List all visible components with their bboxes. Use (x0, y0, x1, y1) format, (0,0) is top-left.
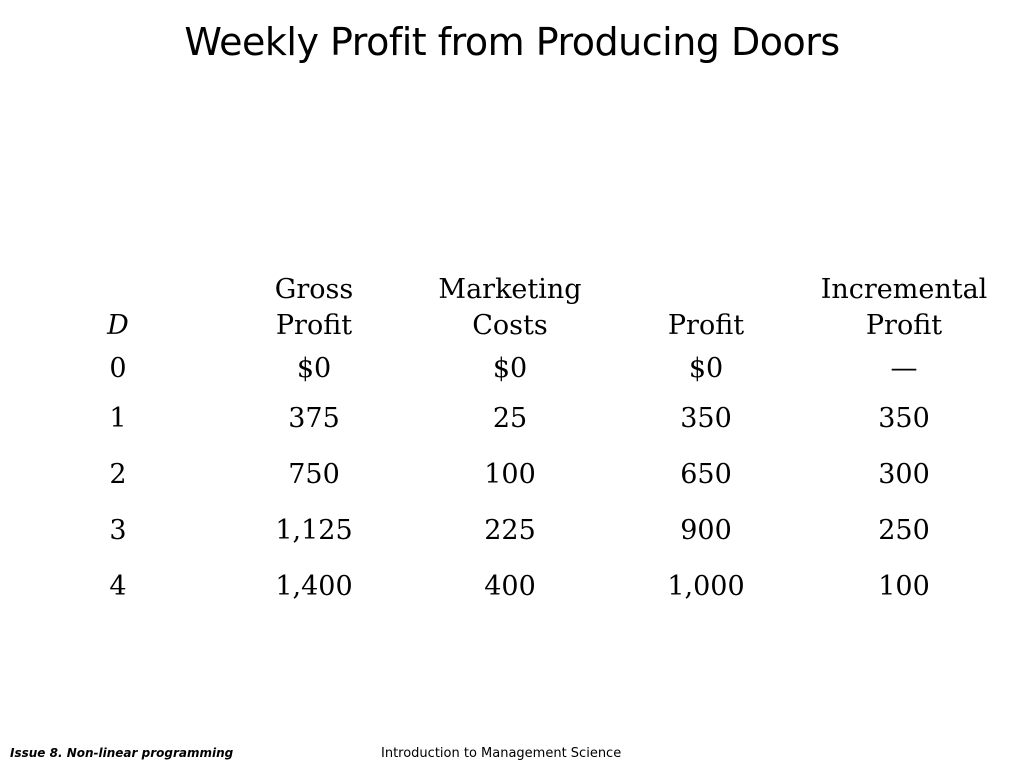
cell-incremental-profit: — (890, 352, 918, 384)
cell-marketing-costs: 25 (492, 402, 528, 434)
cell-gross-profit: 375 (288, 402, 340, 434)
cell-gross-profit: 750 (288, 458, 340, 490)
cell-marketing-costs: 100 (484, 458, 536, 490)
header-doors: D (20, 272, 216, 346)
cell-gross-profit: $0 (296, 352, 332, 384)
cell-gross-profit: 1,400 (275, 570, 353, 602)
header-line1: Incremental (820, 274, 988, 305)
footer-issue-label: Issue 8. Non-linear programming (10, 746, 234, 760)
table-row: 2 750 100 650 300 (20, 446, 1004, 502)
table-body: 0 $0 $0 $0 — 1 375 25 350 350 2 750 100 … (20, 346, 1004, 614)
cell-marketing-costs: 400 (484, 570, 536, 602)
header-line1: Marketing (438, 274, 582, 305)
slide-title: Weekly Profit from Producing Doors (184, 20, 840, 64)
header-line2: Profit (667, 310, 745, 341)
cell-profit: 900 (680, 514, 732, 546)
table-header: D Gross Profit Marketing Costs Profit In… (20, 272, 1004, 346)
cell-gross-profit: 1,125 (275, 514, 353, 546)
header-line2: Profit (865, 310, 943, 341)
cell-profit: 350 (680, 402, 732, 434)
cell-incremental-profit: 100 (878, 570, 930, 602)
header-line2: Profit (275, 310, 353, 341)
cell-profit: $0 (688, 352, 724, 384)
footer-course-title: Introduction to Management Science (381, 746, 622, 761)
cell-incremental-profit: 350 (878, 402, 930, 434)
cell-marketing-costs: 225 (484, 514, 536, 546)
table-row: 1 375 25 350 350 (20, 390, 1004, 446)
cell-incremental-profit: 250 (878, 514, 930, 546)
cell-marketing-costs: $0 (492, 352, 528, 384)
header-incremental-profit: Incremental Profit (804, 272, 1004, 346)
cell-doors: 3 (109, 514, 127, 546)
table-row: 0 $0 $0 $0 — (20, 346, 1004, 390)
header-gross-profit: Gross Profit (216, 272, 412, 346)
header-line1: Gross (274, 274, 354, 305)
header-line2: Costs (472, 310, 548, 341)
cell-doors: 0 (109, 352, 127, 384)
cell-profit: 650 (680, 458, 732, 490)
header-profit: Profit (608, 272, 804, 346)
table-row: 4 1,400 400 1,000 100 (20, 558, 1004, 614)
cell-doors: 1 (109, 402, 127, 434)
header-line2: D (107, 310, 129, 341)
header-row: D Gross Profit Marketing Costs Profit In… (20, 272, 1004, 346)
header-marketing-costs: Marketing Costs (412, 272, 608, 346)
profit-table: D Gross Profit Marketing Costs Profit In… (20, 272, 1004, 614)
cell-doors: 2 (109, 458, 127, 490)
cell-profit: 1,000 (667, 570, 745, 602)
cell-doors: 4 (109, 570, 127, 602)
cell-incremental-profit: 300 (878, 458, 930, 490)
table-row: 3 1,125 225 900 250 (20, 502, 1004, 558)
